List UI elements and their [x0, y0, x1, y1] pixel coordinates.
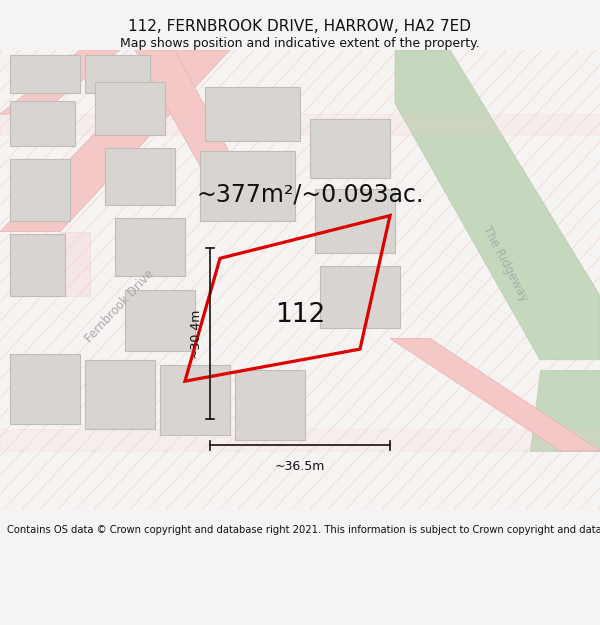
Polygon shape	[10, 56, 80, 92]
Polygon shape	[60, 232, 90, 296]
Polygon shape	[395, 50, 600, 360]
Polygon shape	[0, 50, 120, 114]
Text: The Ridgeway: The Ridgeway	[479, 224, 530, 304]
Text: 112: 112	[275, 302, 325, 328]
Polygon shape	[95, 82, 165, 136]
Polygon shape	[115, 217, 185, 276]
Polygon shape	[200, 151, 295, 221]
Polygon shape	[0, 429, 600, 451]
Polygon shape	[530, 371, 600, 451]
Polygon shape	[235, 371, 305, 440]
Polygon shape	[105, 148, 175, 205]
Text: ~30.4m: ~30.4m	[189, 308, 202, 358]
Polygon shape	[125, 291, 195, 351]
Polygon shape	[205, 88, 300, 141]
Text: ~377m²/~0.093ac.: ~377m²/~0.093ac.	[196, 182, 424, 206]
Text: 112, FERNBROOK DRIVE, HARROW, HA2 7ED: 112, FERNBROOK DRIVE, HARROW, HA2 7ED	[128, 19, 472, 34]
Polygon shape	[0, 50, 230, 232]
Polygon shape	[85, 360, 155, 429]
Polygon shape	[10, 354, 80, 424]
Polygon shape	[390, 339, 600, 451]
Text: Contains OS data © Crown copyright and database right 2021. This information is : Contains OS data © Crown copyright and d…	[7, 525, 600, 535]
Polygon shape	[310, 119, 390, 178]
Polygon shape	[315, 189, 395, 253]
Text: Map shows position and indicative extent of the property.: Map shows position and indicative extent…	[120, 38, 480, 50]
Polygon shape	[0, 114, 600, 136]
Polygon shape	[320, 266, 400, 328]
Text: Fernbrook Drive: Fernbrook Drive	[83, 268, 157, 346]
Polygon shape	[85, 56, 150, 92]
Polygon shape	[160, 365, 230, 434]
Polygon shape	[135, 50, 260, 210]
Polygon shape	[10, 234, 65, 296]
Polygon shape	[10, 101, 75, 146]
Text: ~36.5m: ~36.5m	[275, 460, 325, 473]
Polygon shape	[10, 159, 70, 221]
